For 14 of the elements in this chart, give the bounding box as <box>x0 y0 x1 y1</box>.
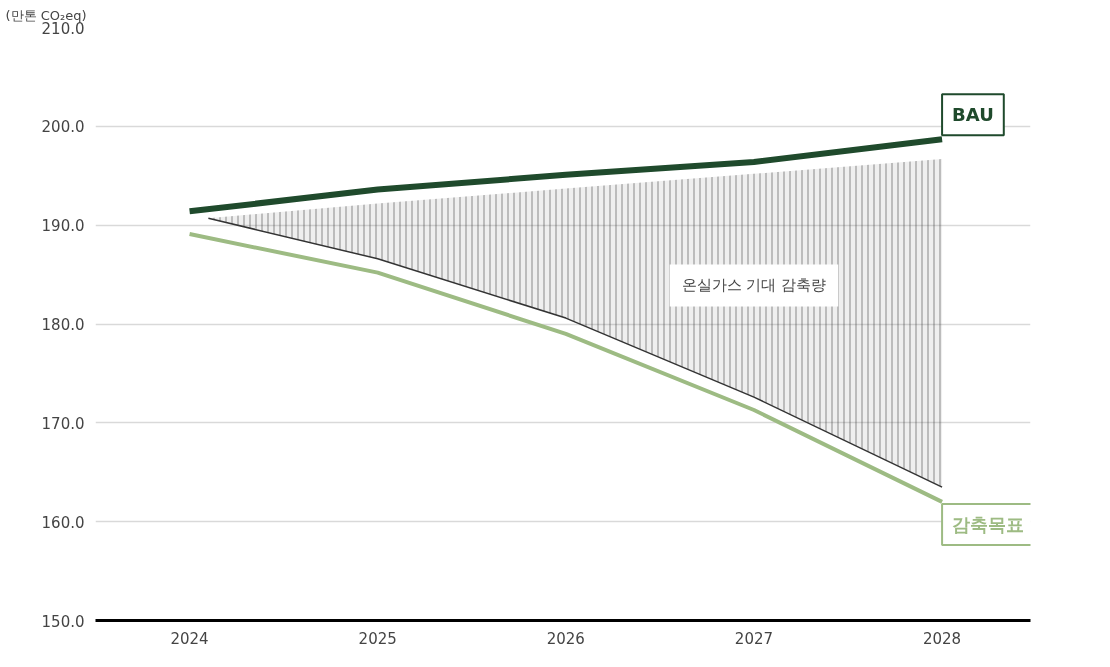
series-label: BAU <box>952 104 994 126</box>
x-tick-label: 2024 <box>170 629 209 648</box>
text: 온실가스 기대 감축량 <box>681 276 827 295</box>
x-tick-label: 2028 <box>922 629 962 648</box>
y-tick-label: 150.0 <box>41 612 85 631</box>
y-tick-label: 190.0 <box>41 217 85 236</box>
y-tick-label: 180.0 <box>41 316 85 334</box>
series-label: 감축목표 <box>952 513 1025 535</box>
y-tick-label: 160.0 <box>41 513 85 532</box>
x-tick-label: 2025 <box>358 629 397 648</box>
x-tick-label: 2026 <box>546 629 585 648</box>
x-tick-label: 2027 <box>734 629 774 648</box>
y-tick-label: 170.0 <box>41 414 85 433</box>
y-tick-label: 200.0 <box>41 118 85 137</box>
